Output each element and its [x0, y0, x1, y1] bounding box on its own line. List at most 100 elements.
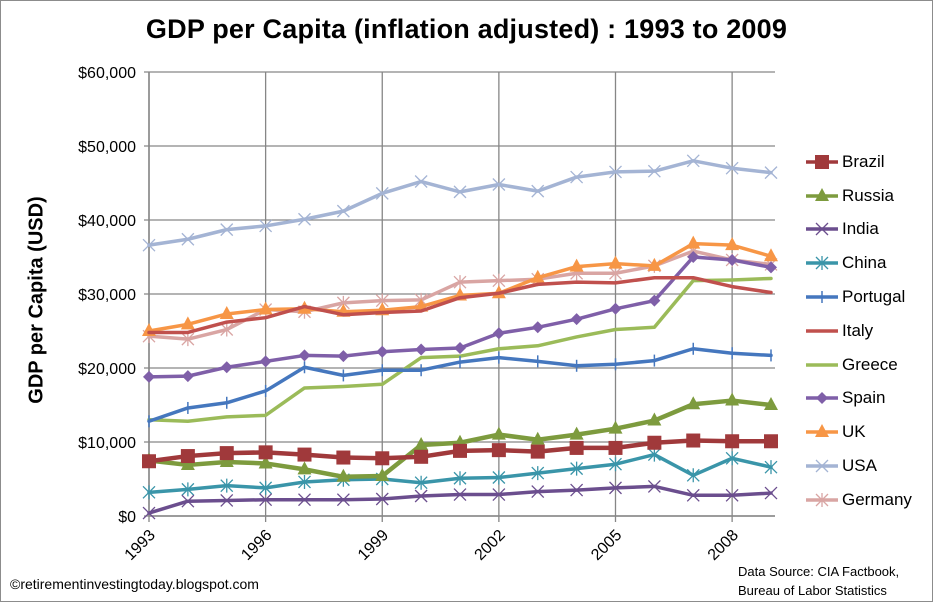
data-point-usa — [531, 184, 545, 198]
legend-item-russia: Russia — [806, 179, 912, 213]
data-point-brazil — [180, 449, 195, 464]
legend-swatch-brazil — [806, 154, 838, 169]
data-point-india — [220, 494, 234, 507]
data-point-india — [453, 488, 467, 501]
data-point-russia — [414, 436, 429, 450]
data-point-brazil — [686, 433, 701, 448]
data-point-brazil — [375, 451, 390, 466]
data-source-note: Data Source: CIA Factbook, Bureau of Lab… — [738, 562, 899, 600]
data-point-usa — [414, 175, 428, 188]
legend-label: Germany — [842, 489, 912, 509]
data-point-china — [181, 482, 195, 497]
data-point-usa — [181, 232, 195, 246]
data-point-china — [298, 474, 311, 489]
series-usa — [142, 154, 778, 252]
copyright-text: ©retirementinvestingtoday.blogspot.com — [10, 576, 259, 592]
data-point-china — [686, 468, 700, 483]
data-point-usa — [609, 165, 622, 179]
legend-swatch-spain — [806, 392, 838, 405]
legend-item-greece: Greece — [806, 348, 912, 382]
legend-marker-usa — [815, 459, 829, 473]
legend-label: India — [842, 219, 879, 239]
data-point-spain — [609, 302, 622, 315]
data-point-china — [259, 480, 273, 495]
x-tick-label: 2002 — [472, 527, 509, 564]
data-point-spain — [376, 345, 389, 358]
legend-swatch-germany — [806, 492, 838, 507]
legend-item-brazil: Brazil — [806, 145, 912, 179]
series-group — [142, 154, 778, 520]
legend-item-uk: UK — [806, 415, 912, 449]
series-portugal — [147, 342, 773, 428]
legend-label: Portugal — [842, 287, 906, 307]
series-italy — [147, 275, 773, 335]
data-point-spain — [570, 313, 583, 326]
data-point-russia — [647, 412, 662, 426]
data-point-india — [298, 493, 311, 507]
data-point-india — [647, 479, 661, 493]
data-point-germany — [453, 275, 467, 290]
data-point-spain — [337, 350, 350, 363]
data-point-brazil — [297, 447, 312, 462]
data-point-india — [375, 492, 389, 506]
data-point-china — [453, 471, 467, 486]
data-point-china — [725, 451, 739, 466]
data-point-brazil — [491, 443, 506, 458]
data-point-china — [220, 478, 234, 493]
data-point-india — [609, 481, 622, 495]
data-point-usa — [647, 164, 661, 178]
x-tick-label: 1999 — [355, 527, 392, 564]
y-tick-label: $20,000 — [78, 361, 136, 378]
data-point-russia — [530, 431, 545, 445]
data-point-india — [686, 488, 700, 502]
data-point-spain — [454, 342, 466, 355]
legend-marker-spain — [816, 392, 828, 405]
y-tick-label: $10,000 — [78, 435, 136, 452]
data-point-usa — [492, 178, 506, 191]
data-point-russia — [725, 392, 740, 406]
legend-marker-india — [815, 223, 829, 236]
x-tick-label: 1996 — [238, 527, 275, 564]
legend-item-china: China — [806, 246, 912, 280]
data-point-spain — [143, 370, 155, 383]
legend-item-italy: Italy — [806, 314, 912, 348]
legend-label: UK — [842, 422, 866, 442]
legend: Brazil Russia India China Portugal Italy Greec… — [806, 145, 912, 517]
data-point-spain — [531, 321, 544, 334]
y-tick-label: $40,000 — [78, 213, 136, 230]
data-point-spain — [648, 294, 661, 307]
data-point-brazil — [764, 434, 778, 449]
legend-label: Brazil — [842, 151, 885, 171]
series-india — [142, 479, 778, 520]
series-brazil — [142, 433, 778, 469]
data-point-brazil — [453, 443, 467, 458]
data-point-china — [570, 461, 584, 476]
data-point-india — [492, 488, 506, 501]
data-point-russia — [491, 426, 506, 440]
legend-swatch-russia — [806, 187, 838, 201]
data-point-china — [414, 475, 428, 490]
legend-swatch-greece — [806, 362, 838, 367]
y-tick-label: $50,000 — [78, 139, 136, 156]
data-point-brazil — [725, 434, 740, 449]
x-tick-label: 1993 — [122, 527, 159, 564]
legend-item-india: India — [806, 213, 912, 247]
data-point-russia — [219, 453, 234, 467]
data-point-spain — [687, 251, 700, 263]
legend-label: China — [842, 253, 887, 273]
data-point-brazil — [608, 440, 623, 455]
series-spain — [143, 251, 777, 383]
series-line-usa — [147, 159, 773, 247]
data-point-spain — [765, 261, 777, 274]
data-point-brazil — [219, 446, 234, 461]
legend-marker-china — [815, 256, 829, 271]
legend-marker-russia — [815, 187, 829, 201]
legend-swatch-portugal — [806, 291, 838, 304]
legend-label: Greece — [842, 354, 898, 374]
data-point-usa — [298, 212, 311, 226]
data-point-usa — [220, 223, 234, 237]
legend-label: Russia — [842, 185, 894, 205]
data-point-spain — [298, 349, 311, 362]
data-point-india — [725, 488, 739, 502]
